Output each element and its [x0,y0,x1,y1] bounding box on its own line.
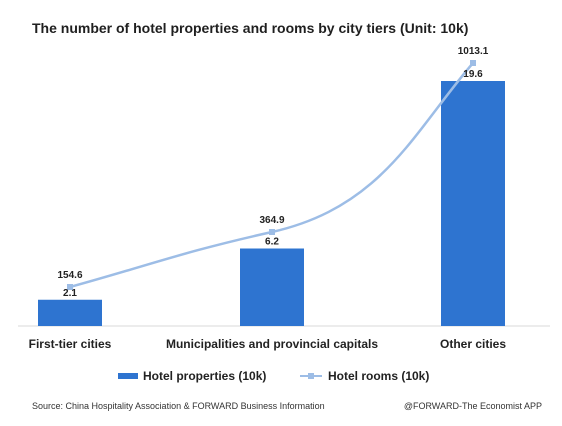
legend-label-line: Hotel rooms (10k) [328,369,429,383]
legend-swatch-marker [308,373,314,379]
legend: Hotel properties (10k) Hotel rooms (10k) [118,369,429,383]
legend-swatch-bar [118,373,138,379]
source-note: Source: China Hospitality Association & … [32,401,325,411]
chart-title: The number of hotel properties and rooms… [32,20,469,36]
rooms-point-2 [269,229,275,235]
bar-1 [38,299,102,326]
rooms-label-2: 364.9 [259,215,284,226]
rooms-label-3: 1013.1 [458,46,489,57]
bar-2 [240,248,304,326]
category-label-3: Other cities [440,337,506,351]
bar-3 [441,81,505,326]
properties-label-2: 6.2 [265,237,279,248]
properties-label-3: 19.6 [463,69,483,80]
category-label-2: Municipalities and provincial capitals [166,337,378,351]
rooms-point-1 [67,284,73,290]
rooms-point-3 [470,60,476,66]
properties-label-1: 2.1 [63,288,77,299]
legend-label-bar: Hotel properties (10k) [143,369,266,383]
footer: Source: China Hospitality Association & … [0,401,562,415]
credit-note: @FORWARD-The Economist APP [403,401,542,411]
category-label-1: First-tier cities [29,337,112,351]
rooms-label-1: 154.6 [57,270,82,281]
